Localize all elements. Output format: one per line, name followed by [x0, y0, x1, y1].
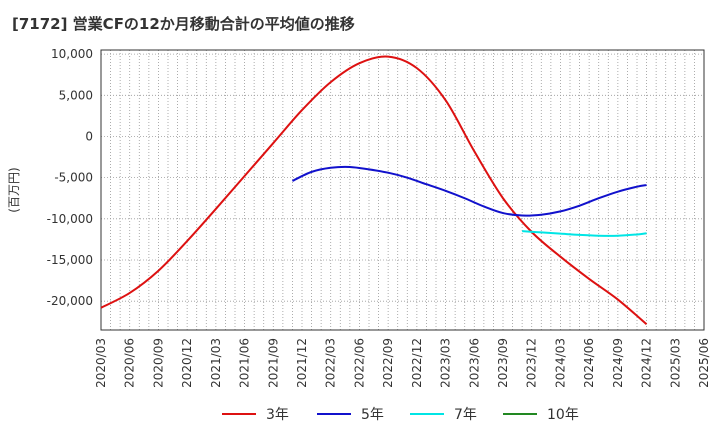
y-tick-label: -5,000 [54, 171, 93, 185]
x-tick-label: 2023/03 [439, 338, 453, 388]
x-tick-label: 2022/03 [324, 338, 338, 388]
x-tick-label: 2024/12 [640, 338, 654, 388]
x-tick-label: 2022/09 [381, 338, 395, 388]
x-tick-label: 2020/12 [180, 338, 194, 388]
grid [100, 50, 705, 330]
x-tick-label: 2023/09 [496, 338, 510, 388]
series-line-5年 [291, 165, 647, 217]
x-tick-label: 2025/06 [697, 338, 711, 388]
x-tick-label: 2024/06 [582, 338, 596, 388]
x-tick-label: 2024/09 [611, 338, 625, 388]
x-tick-label: 2021/12 [295, 338, 309, 388]
x-tick-label: 2021/06 [238, 338, 252, 388]
x-tick-label: 2024/03 [553, 338, 567, 388]
x-tick-label: 2022/12 [410, 338, 424, 388]
legend-label: 7年 [454, 407, 477, 423]
x-tick-label: 2021/09 [266, 338, 280, 388]
y-tick-label: -15,000 [47, 253, 93, 267]
legend-label: 10年 [547, 407, 579, 423]
x-tick-label: 2022/06 [352, 338, 366, 388]
y-tick-label: -20,000 [47, 294, 93, 308]
legend-label: 5年 [361, 407, 384, 423]
y-tick-label: -10,000 [47, 212, 93, 226]
x-tick-label: 2020/06 [123, 338, 137, 388]
x-tick-label: 2023/12 [525, 338, 539, 388]
y-tick-label: 10,000 [51, 47, 93, 61]
series-line-7年 [522, 230, 647, 237]
y-tick-label: 5,000 [59, 88, 93, 102]
x-tick-label: 2025/03 [668, 338, 682, 388]
x-tick-label: 2023/06 [467, 338, 481, 388]
y-tick-label: 0 [85, 129, 93, 143]
x-tick-label: 2021/03 [209, 338, 223, 388]
y-axis: 10,000 5,000 0 -5,000 -10,000 -15,000 -20,000 [47, 47, 93, 308]
legend: 3年 5年 7年 10年 [222, 407, 579, 423]
x-tick-label: 2020/09 [151, 338, 165, 388]
series-group [100, 55, 648, 325]
chart-title: [7172] 営業CFの12か月移動合計の平均値の推移 [12, 15, 355, 33]
plot-area-border [100, 49, 705, 331]
x-axis: 2020/03 2020/06 2020/09 2020/12 2021/03 2021/… [94, 338, 711, 388]
y-axis-label: (百万円) [7, 167, 21, 212]
x-tick-label: 2020/03 [94, 338, 108, 388]
series-line-3年 [100, 55, 648, 325]
legend-label: 3年 [266, 407, 289, 423]
